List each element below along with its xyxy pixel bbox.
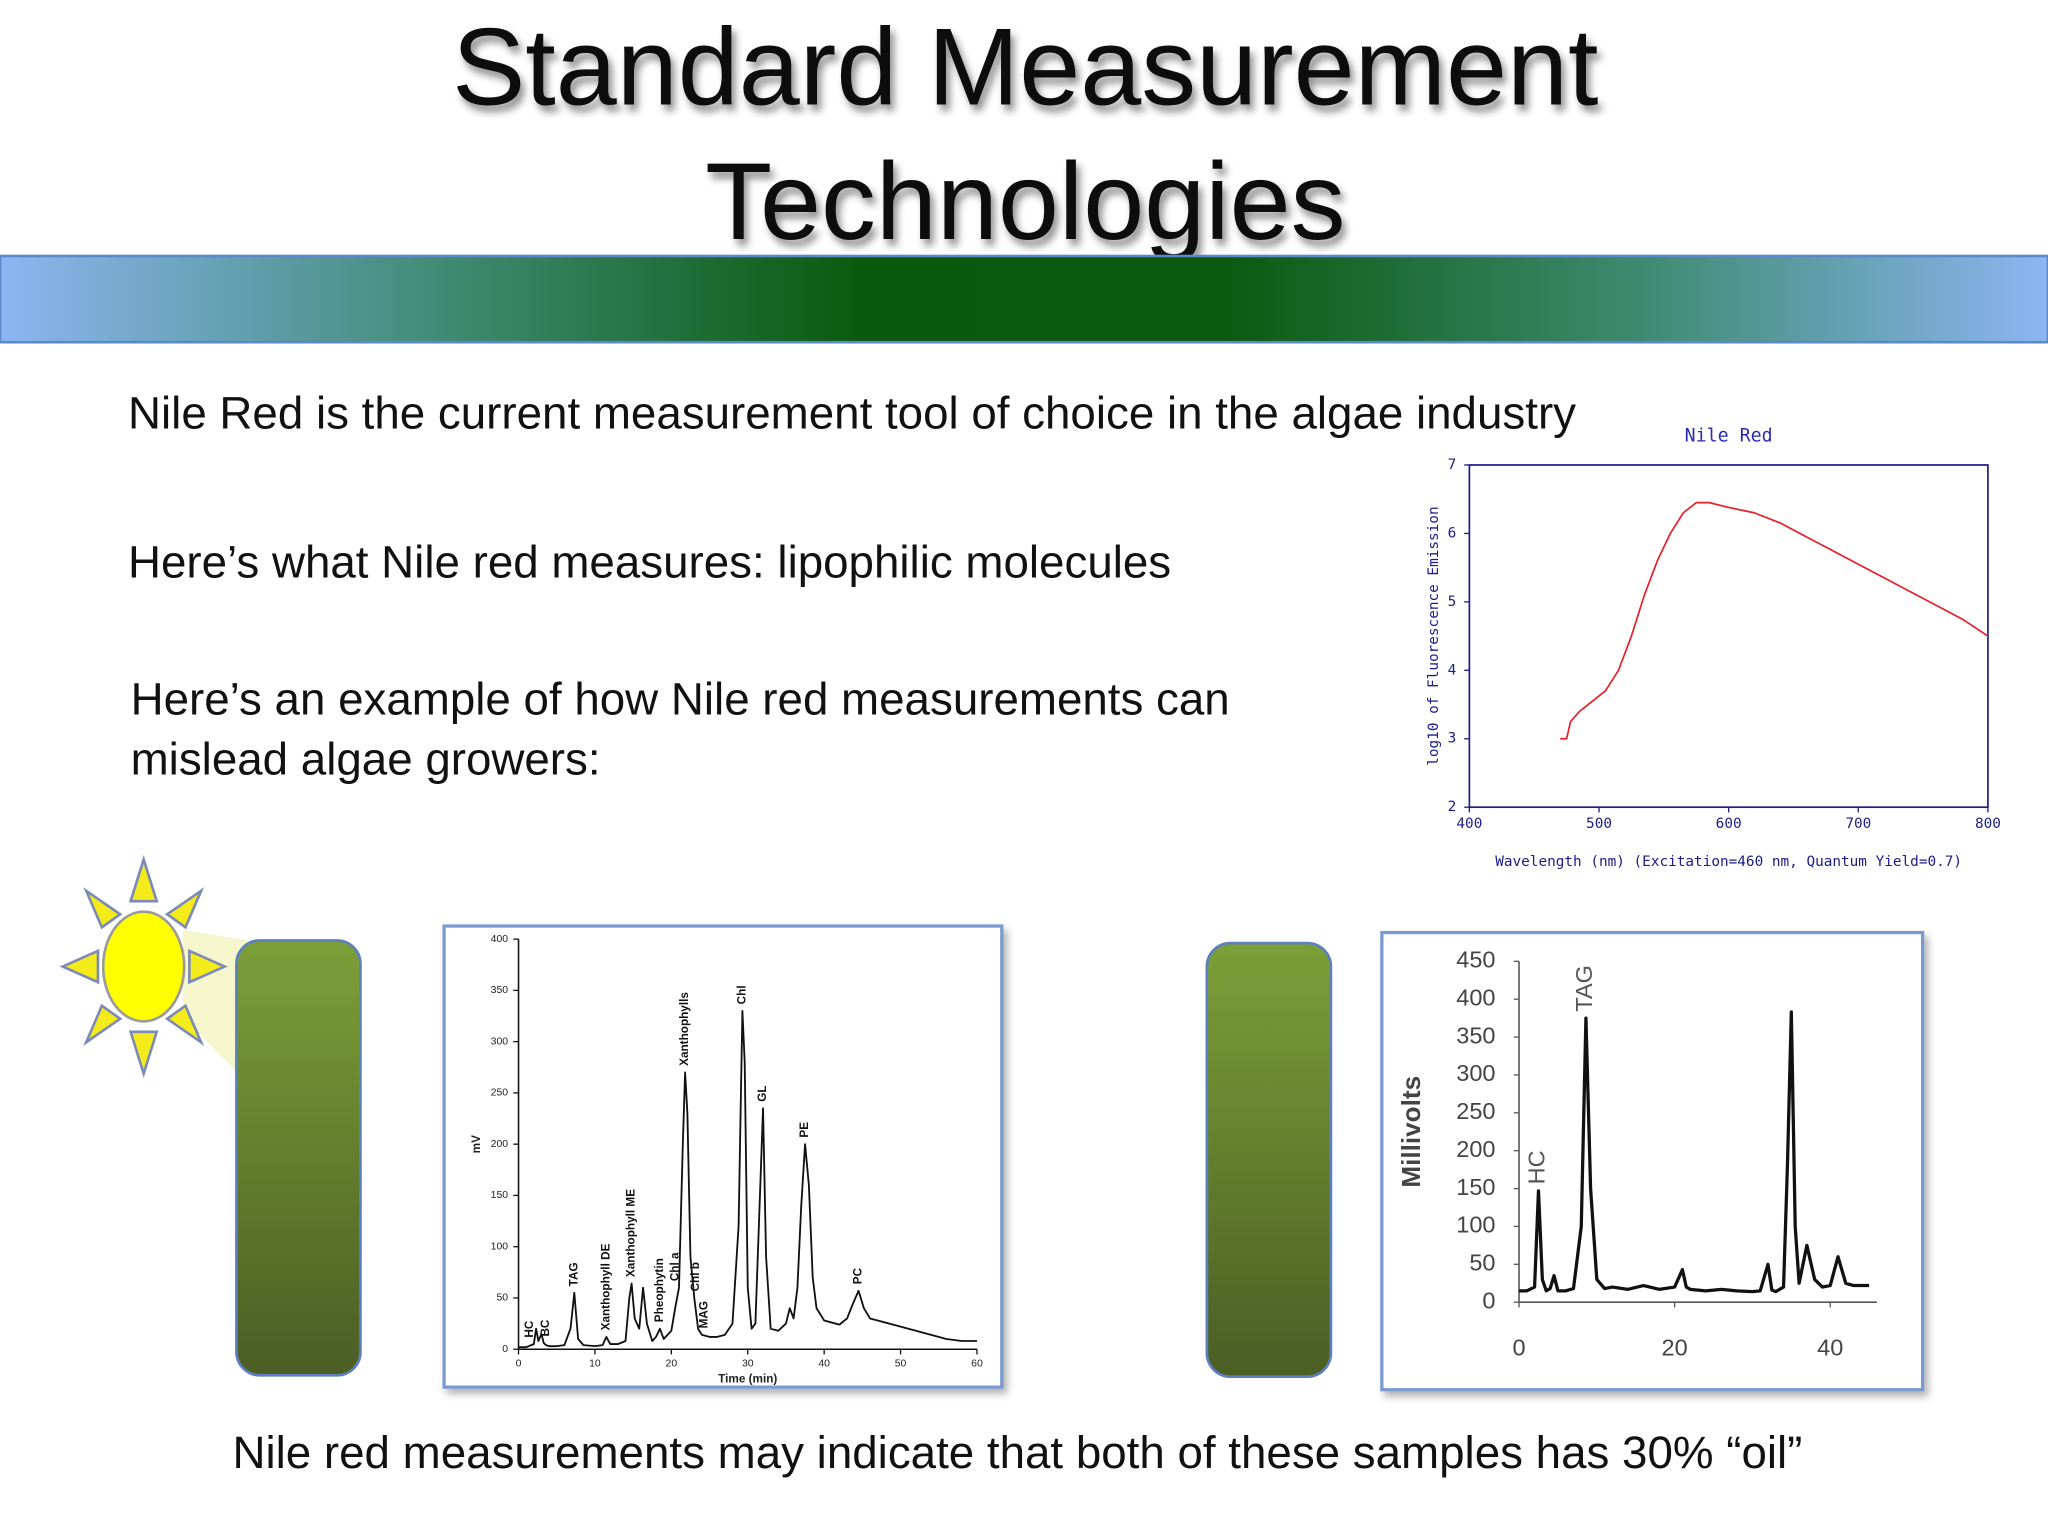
y-tick-label: 400 — [1456, 984, 1495, 1010]
peak-label: Chl — [736, 985, 749, 1004]
y-tick-label: 350 — [491, 985, 509, 996]
bullet: Here’s an example of how Nile red measur… — [131, 673, 1230, 724]
y-tick-label: 6 — [1448, 525, 1457, 541]
peak-label: BC — [539, 1319, 552, 1336]
x-tick-label: 0 — [516, 1358, 522, 1369]
peak-label: HC — [523, 1320, 536, 1337]
data-line — [518, 1009, 977, 1349]
y-tick-label: 200 — [491, 1139, 509, 1150]
y-tick-label: 7 — [1448, 457, 1457, 473]
peak-label: Pheophytin — [653, 1258, 666, 1322]
x-tick-label: 10 — [589, 1358, 601, 1369]
x-tick-label: 500 — [1586, 816, 1612, 832]
y-tick-label: 2 — [1448, 799, 1457, 815]
peak-label: GL — [756, 1085, 769, 1101]
sun — [101, 910, 186, 1023]
x-axis-label: Time (min) — [718, 1372, 777, 1385]
peak-label: PE — [798, 1122, 811, 1138]
sun-rays — [59, 855, 228, 1079]
y-tick-label: 350 — [1456, 1022, 1495, 1048]
peak-label: HC — [1524, 1150, 1550, 1184]
x-tick-label: 60 — [971, 1358, 983, 1369]
peak-label: Xanthophyll DE — [600, 1243, 613, 1330]
x-tick-label: 40 — [818, 1358, 830, 1369]
y-tick-label: 4 — [1448, 662, 1457, 678]
sample-tube — [235, 939, 362, 1377]
x-tick-label: 40 — [1817, 1334, 1843, 1360]
peak-label: Chl a — [668, 1252, 681, 1281]
slide-title: Standard Measurement — [452, 6, 1598, 128]
title-band — [0, 254, 2048, 344]
y-tick-label: 400 — [491, 934, 509, 945]
data-line — [1560, 501, 1989, 740]
x-tick-label: 30 — [742, 1358, 754, 1369]
peak-label: Xanthophyll ME — [625, 1189, 638, 1277]
y-tick-label: 250 — [491, 1088, 509, 1099]
x-tick-label: 0 — [1512, 1334, 1525, 1360]
x-axis-label: Wavelength (nm) (Excitation=460 nm, Quan… — [1495, 854, 1962, 870]
peak-label: Chl b — [689, 1262, 702, 1291]
y-tick-label: 150 — [1456, 1174, 1495, 1200]
y-tick-label: 0 — [502, 1344, 508, 1355]
y-axis-label: log10 of Fluorescence Emission — [1426, 506, 1442, 765]
chart-frame — [1380, 930, 1925, 1392]
slide-title: Technologies — [705, 141, 1345, 263]
y-tick-label: 300 — [491, 1036, 509, 1047]
sun-illustration — [59, 855, 249, 1085]
data-line — [1519, 1010, 1870, 1294]
sample-tube — [1205, 941, 1333, 1378]
y-tick-label: 250 — [1456, 1098, 1495, 1124]
y-tick-label: 50 — [496, 1293, 508, 1304]
y-axis-label: Millivolts — [1396, 1076, 1426, 1188]
x-tick-label: 400 — [1456, 816, 1482, 832]
peak-label: MAG — [697, 1301, 710, 1328]
peak-label: Xanthophylls — [678, 992, 691, 1066]
y-tick-label: 300 — [1456, 1060, 1495, 1086]
bullet: Nile Red is the current measurement tool… — [128, 387, 1576, 438]
y-tick-label: 0 — [1482, 1287, 1495, 1313]
x-tick-label: 20 — [666, 1358, 678, 1369]
y-tick-label: 150 — [491, 1190, 509, 1201]
x-tick-label: 800 — [1975, 816, 2001, 832]
bullet: mislead algae growers: — [131, 734, 601, 785]
y-tick-label: 450 — [1456, 947, 1495, 973]
y-tick-label: 5 — [1448, 594, 1457, 610]
x-tick-label: 600 — [1716, 816, 1742, 832]
peak-label: TAG — [567, 1262, 580, 1286]
y-tick-label: 3 — [1448, 731, 1457, 747]
peak-label: TAG — [1571, 965, 1597, 1012]
chart-frame — [442, 924, 1004, 1389]
bullet: Here’s what Nile red measures: lipophili… — [128, 536, 1171, 587]
y-tick-label: 50 — [1469, 1250, 1495, 1276]
x-tick-label: 700 — [1845, 816, 1871, 832]
x-tick-label: 50 — [895, 1358, 907, 1369]
footer-text: Nile red measurements may indicate that … — [232, 1427, 1802, 1478]
y-tick-label: 200 — [1456, 1136, 1495, 1162]
x-tick-label: 20 — [1662, 1334, 1688, 1360]
y-tick-label: 100 — [1456, 1212, 1495, 1238]
y-tick-label: 100 — [491, 1241, 509, 1252]
chart-title: Nile Red — [1685, 425, 1773, 446]
peak-label: PC — [852, 1267, 865, 1284]
y-axis-label: mV — [470, 1135, 483, 1153]
